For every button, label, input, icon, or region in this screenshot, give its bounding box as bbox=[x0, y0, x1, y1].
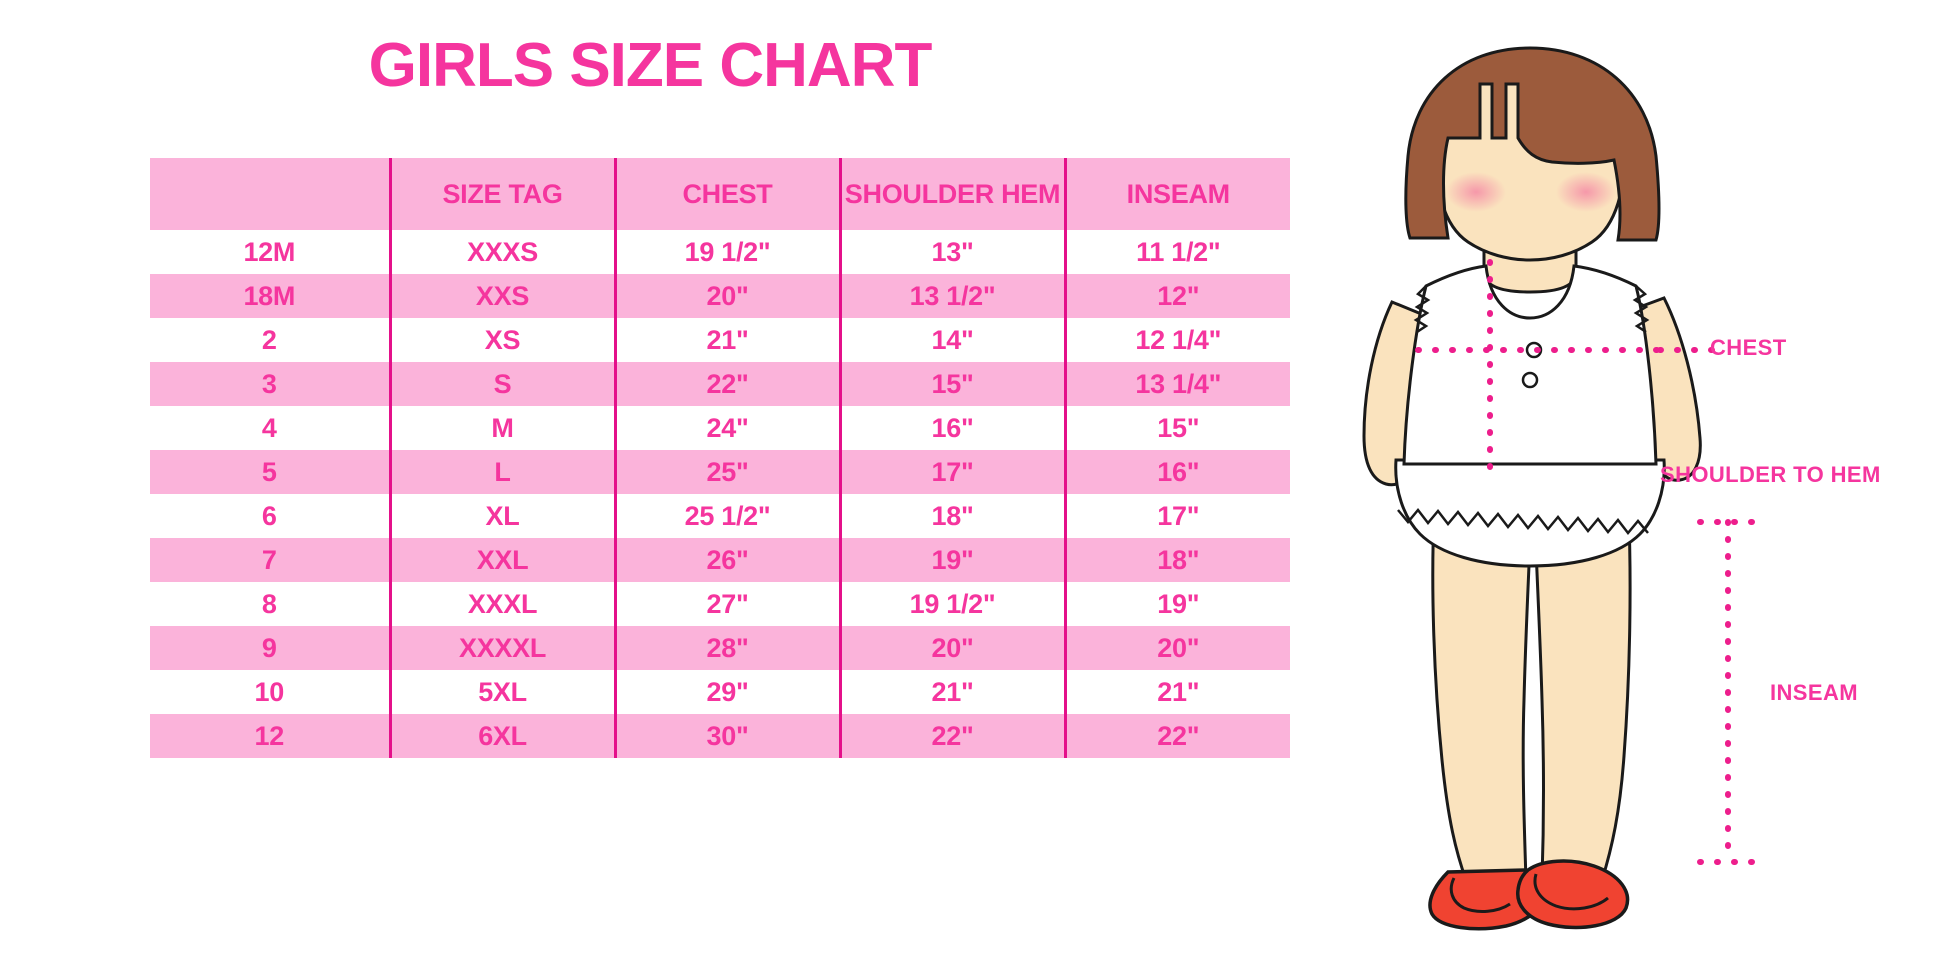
blush-cheek bbox=[1446, 172, 1506, 212]
cell-inseam: 15" bbox=[1063, 406, 1290, 450]
column-header-inseam: INSEAM bbox=[1063, 158, 1290, 230]
cell-shoulder-hem: 22" bbox=[838, 714, 1065, 758]
table-header-row: SIZE TAG CHEST SHOULDER HEM INSEAM bbox=[150, 158, 1290, 230]
cell-size-tag: XXS bbox=[388, 274, 615, 318]
cell-inseam: 12" bbox=[1063, 274, 1290, 318]
cell-size-tag: XXXXL bbox=[388, 626, 615, 670]
table-row: 7 XXL 26" 19" 18" bbox=[150, 538, 1290, 582]
cell-chest: 20" bbox=[613, 274, 840, 318]
cell-chest: 28" bbox=[613, 626, 840, 670]
cell-size: 18M bbox=[150, 274, 390, 318]
hair bbox=[1404, 46, 1661, 242]
skirt bbox=[1394, 458, 1666, 568]
table-row: 12M XXXS 19 1/2" 13" 11 1/2" bbox=[150, 230, 1290, 274]
cell-size-tag: XL bbox=[388, 494, 615, 538]
table-row: 3 S 22" 15" 13 1/4" bbox=[150, 362, 1290, 406]
cell-shoulder-hem: 19 1/2" bbox=[838, 582, 1065, 626]
blush-cheek bbox=[1556, 172, 1616, 212]
table-row: 10 5XL 29" 21" 21" bbox=[150, 670, 1290, 714]
table-row: 18M XXS 20" 13 1/2" 12" bbox=[150, 274, 1290, 318]
column-header-chest: CHEST bbox=[613, 158, 840, 230]
cell-shoulder-hem: 14" bbox=[838, 318, 1065, 362]
cell-chest: 25" bbox=[613, 450, 840, 494]
cell-chest: 22" bbox=[613, 362, 840, 406]
cell-size-tag: L bbox=[388, 450, 615, 494]
cell-chest: 24" bbox=[613, 406, 840, 450]
cell-size-tag: XXXS bbox=[388, 230, 615, 274]
cell-inseam: 11 1/2" bbox=[1063, 230, 1290, 274]
cell-chest: 27" bbox=[613, 582, 840, 626]
head-group bbox=[1404, 46, 1661, 262]
cell-size: 3 bbox=[150, 362, 390, 406]
cell-shoulder-hem: 19" bbox=[838, 538, 1065, 582]
cell-inseam: 21" bbox=[1063, 670, 1290, 714]
cell-inseam: 18" bbox=[1063, 538, 1290, 582]
cell-size: 8 bbox=[150, 582, 390, 626]
cell-size: 12M bbox=[150, 230, 390, 274]
table-row: 4 M 24" 16" 15" bbox=[150, 406, 1290, 450]
cell-size-tag: S bbox=[388, 362, 615, 406]
column-header-size bbox=[150, 158, 390, 230]
table-body: 12M XXXS 19 1/2" 13" 11 1/2" 18M XXS 20"… bbox=[150, 230, 1290, 758]
measurement-guides bbox=[1415, 259, 1757, 865]
cell-inseam: 22" bbox=[1063, 714, 1290, 758]
cell-size: 10 bbox=[150, 670, 390, 714]
table-row: 12 6XL 30" 22" 22" bbox=[150, 714, 1290, 758]
size-chart-table-container: SIZE TAG CHEST SHOULDER HEM INSEAM 12M X… bbox=[150, 158, 1290, 758]
cell-size: 6 bbox=[150, 494, 390, 538]
label-inseam: INSEAM bbox=[1770, 680, 1858, 705]
cell-inseam: 12 1/4" bbox=[1063, 318, 1290, 362]
cell-chest: 29" bbox=[613, 670, 840, 714]
cell-size: 12 bbox=[150, 714, 390, 758]
cell-size: 4 bbox=[150, 406, 390, 450]
cell-shoulder-hem: 20" bbox=[838, 626, 1065, 670]
cell-size-tag: XXL bbox=[388, 538, 615, 582]
cell-size-tag: XS bbox=[388, 318, 615, 362]
size-chart-table: SIZE TAG CHEST SHOULDER HEM INSEAM 12M X… bbox=[150, 158, 1290, 758]
table-header: SIZE TAG CHEST SHOULDER HEM INSEAM bbox=[150, 158, 1290, 230]
table-row: 5 L 25" 17" 16" bbox=[150, 450, 1290, 494]
label-chest: CHEST bbox=[1710, 335, 1787, 360]
cell-shoulder-hem: 15" bbox=[838, 362, 1065, 406]
cell-inseam: 19" bbox=[1063, 582, 1290, 626]
cell-size: 9 bbox=[150, 626, 390, 670]
column-header-size-tag: SIZE TAG bbox=[388, 158, 615, 230]
cell-inseam: 13 1/4" bbox=[1063, 362, 1290, 406]
cell-size: 5 bbox=[150, 450, 390, 494]
legs-group bbox=[1431, 493, 1632, 882]
page-title: GIRLS SIZE CHART bbox=[368, 31, 933, 100]
cell-chest: 30" bbox=[613, 714, 840, 758]
cell-size-tag: XXXL bbox=[388, 582, 615, 626]
cell-chest: 19 1/2" bbox=[613, 230, 840, 274]
table-row: 6 XL 25 1/2" 18" 17" bbox=[150, 494, 1290, 538]
cell-size-tag: M bbox=[388, 406, 615, 450]
cell-size-tag: 6XL bbox=[388, 714, 615, 758]
label-shoulder-to-hem: SHOULDER TO HEM bbox=[1660, 462, 1881, 487]
cell-shoulder-hem: 13 1/2" bbox=[838, 274, 1065, 318]
shoes-group bbox=[1428, 859, 1630, 931]
cell-inseam: 16" bbox=[1063, 450, 1290, 494]
cell-chest: 25 1/2" bbox=[613, 494, 840, 538]
top-garment bbox=[1402, 264, 1658, 466]
table-row: 8 XXXL 27" 19 1/2" 19" bbox=[150, 582, 1290, 626]
cell-chest: 21" bbox=[613, 318, 840, 362]
cell-shoulder-hem: 13" bbox=[838, 230, 1065, 274]
cell-shoulder-hem: 21" bbox=[838, 670, 1065, 714]
cell-shoulder-hem: 16" bbox=[838, 406, 1065, 450]
cell-size: 7 bbox=[150, 538, 390, 582]
cell-chest: 26" bbox=[613, 538, 840, 582]
cell-shoulder-hem: 17" bbox=[838, 450, 1065, 494]
girl-figure-illustration: CHEST SHOULDER TO HEM INSEAM bbox=[1330, 40, 1946, 960]
cell-shoulder-hem: 18" bbox=[838, 494, 1065, 538]
cell-size-tag: 5XL bbox=[388, 670, 615, 714]
table-row: 2 XS 21" 14" 12 1/4" bbox=[150, 318, 1290, 362]
cell-inseam: 20" bbox=[1063, 626, 1290, 670]
cell-inseam: 17" bbox=[1063, 494, 1290, 538]
button-icon bbox=[1521, 371, 1539, 389]
table-row: 9 XXXXL 28" 20" 20" bbox=[150, 626, 1290, 670]
cell-size: 2 bbox=[150, 318, 390, 362]
column-header-shoulder-hem: SHOULDER HEM bbox=[838, 158, 1065, 230]
